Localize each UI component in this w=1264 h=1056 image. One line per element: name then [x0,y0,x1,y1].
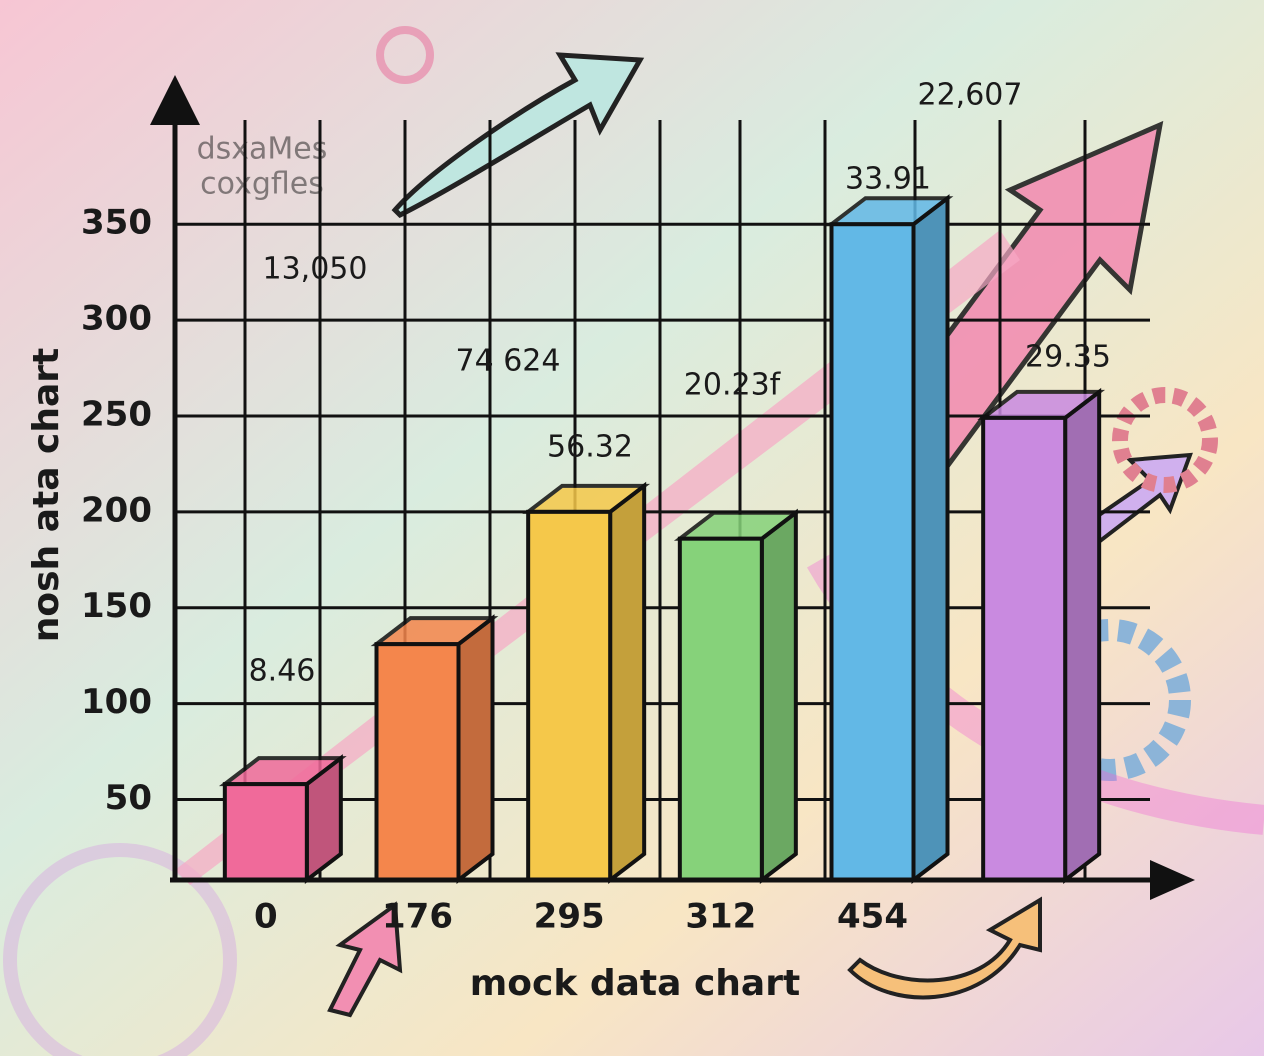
bar-side [914,198,948,880]
annotation: 13,050 [263,252,368,287]
annotation: 29.35 [1025,340,1111,375]
annotation: 20.23f [684,368,782,403]
x-tick-label: 176 [382,897,453,937]
annotation: 33.91 [845,162,931,197]
y-tick-label: 150 [81,586,152,626]
y-tick-label: 50 [105,778,152,818]
y-tick-label: 100 [81,682,152,722]
bar [528,512,610,880]
y-tick-label: 350 [81,203,152,243]
bar-side [610,486,644,880]
x-tick-label: 312 [685,897,756,937]
bar-side [459,618,493,880]
x-axis-title: mock data chart [470,963,800,1004]
annotation: 56.32 [547,430,633,465]
bar-side [762,513,796,880]
annotation: coxgfles [200,167,324,202]
bar [983,418,1065,880]
y-axis-title: nosh ata chart [26,348,67,643]
y-tick-label: 300 [81,299,152,339]
annotation: 8.46 [249,654,316,689]
annotation: dsxaMes [197,132,328,167]
bar [680,539,762,880]
annotation: 22,607 [918,78,1023,113]
x-tick-label: 454 [837,897,908,937]
chart: 50 100 150 200 250 300 350 mock data chart nos… [0,0,1264,1056]
x-tick-label: 0 [254,897,278,937]
bar-side [1065,392,1099,880]
y-tick-label: 200 [81,490,152,530]
bar [377,644,459,880]
bar [225,784,307,880]
x-tick-label: 295 [534,897,605,937]
bar [832,224,914,880]
y-tick-label: 250 [81,394,152,434]
annotation: 74 624 [456,344,561,379]
